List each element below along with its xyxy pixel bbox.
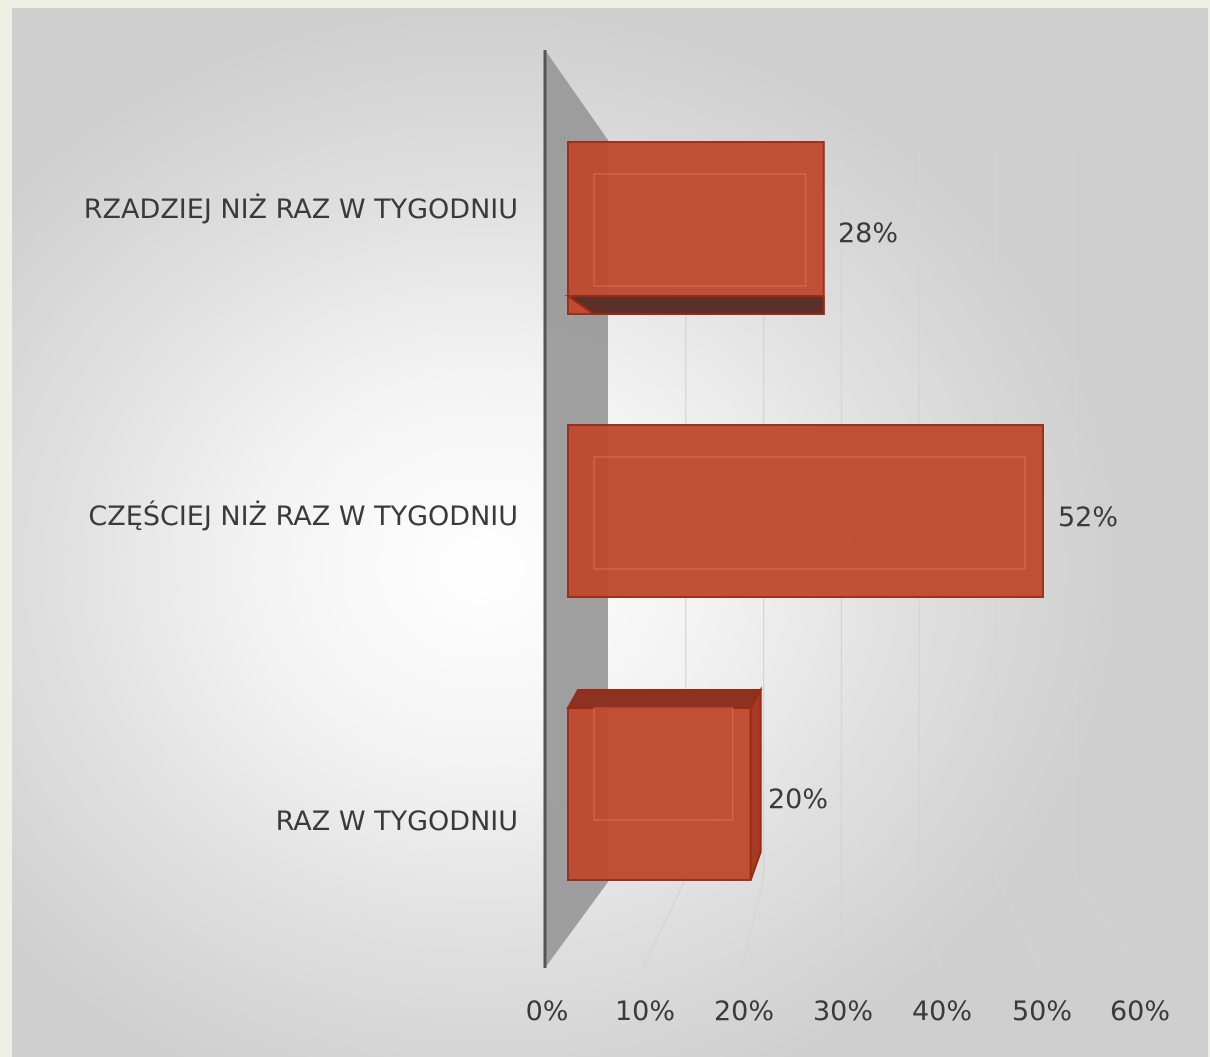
bar-3 xyxy=(566,686,763,881)
data-labels: 28% 52% 20% xyxy=(768,218,1118,815)
data-label: 20% xyxy=(768,784,828,815)
x-tick-label: 60% xyxy=(1110,996,1170,1027)
bar-front xyxy=(567,424,1044,598)
gridline-floor xyxy=(1074,877,1139,969)
bar-bevel xyxy=(593,456,1026,570)
bar-side xyxy=(749,686,762,881)
category-labels: RZADZIEJ NIŻ RAZ W TYGODNIU CZĘŚCIEJ NIŻ … xyxy=(84,193,518,837)
gridline-floor xyxy=(918,877,941,969)
bar-bevel xyxy=(593,707,734,821)
gridline-floor xyxy=(996,877,1041,969)
data-label: 52% xyxy=(1058,502,1118,533)
bar-front xyxy=(567,707,752,881)
bar-bevel xyxy=(593,173,807,287)
bars xyxy=(564,141,1044,881)
gridline-floor xyxy=(741,877,765,969)
x-tick-label: 40% xyxy=(912,996,972,1027)
data-label: 28% xyxy=(838,218,898,249)
category-label: RAZ W TYGODNIU xyxy=(276,806,518,837)
x-tick-label: 30% xyxy=(813,996,873,1027)
bar-2 xyxy=(567,424,1044,598)
bar-top xyxy=(566,689,763,709)
bar-bottom xyxy=(564,295,825,315)
x-tick-label: 0% xyxy=(526,996,569,1027)
category-label: CZĘŚCIEJ NIŻ RAZ W TYGODNIU xyxy=(88,500,518,532)
x-tick-label: 50% xyxy=(1012,996,1072,1027)
category-label: RZADZIEJ NIŻ RAZ W TYGODNIU xyxy=(84,193,518,225)
x-tick-label: 20% xyxy=(714,996,774,1027)
gridline-floor xyxy=(642,877,687,969)
x-axis-ticks: 0% 10% 20% 30% 40% 50% 60% xyxy=(526,996,1170,1027)
x-tick-label: 10% xyxy=(615,996,675,1027)
bar-1 xyxy=(564,141,825,315)
bar-front xyxy=(567,141,825,315)
